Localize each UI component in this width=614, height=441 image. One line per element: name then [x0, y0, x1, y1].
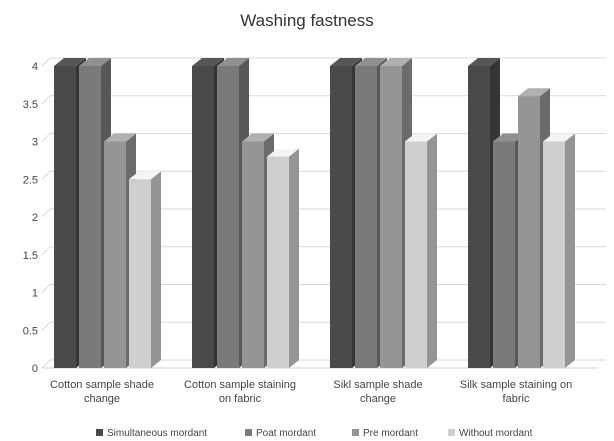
- bar-front: [54, 66, 76, 368]
- bar-front: [267, 156, 289, 368]
- x-category-label-line: on fabric: [219, 393, 262, 405]
- legend-swatch: [245, 429, 252, 436]
- y-tick-label: 3.5: [23, 99, 38, 111]
- legend-item: Without mordant: [448, 428, 533, 439]
- bar-top: [355, 58, 387, 66]
- bar-front: [493, 141, 515, 368]
- bar-front: [468, 66, 490, 368]
- bar-top: [330, 58, 362, 66]
- bar-side: [565, 133, 575, 368]
- bar-top: [242, 133, 274, 142]
- legend-item: Poat mordant: [245, 428, 316, 439]
- bar-side: [427, 133, 437, 368]
- chart-title: Washing fastness: [240, 11, 374, 30]
- bar-front: [242, 141, 264, 368]
- y-tick-label: 3: [32, 137, 38, 149]
- bar-front: [330, 66, 352, 368]
- y-tick-label: 1: [32, 288, 38, 300]
- bar: [129, 171, 161, 368]
- bar-group: [54, 58, 575, 368]
- bar-front: [355, 66, 377, 368]
- y-tick-label: 1.5: [23, 250, 38, 262]
- bar-top: [104, 133, 136, 142]
- x-category-label-line: change: [84, 393, 120, 405]
- y-tick-label: 2.5: [23, 174, 38, 186]
- gridline-depth: [41, 246, 51, 256]
- y-tick-label: 0.5: [23, 325, 38, 337]
- bar: [267, 148, 299, 368]
- legend-item: Pre mordant: [352, 428, 418, 439]
- bar-side: [151, 171, 161, 368]
- bar-top: [493, 133, 525, 142]
- x-category-label-line: change: [360, 393, 396, 405]
- bar-front: [518, 96, 540, 368]
- y-tick-label: 4: [32, 61, 38, 73]
- x-category-label: Cotton sample shade change: [50, 379, 154, 405]
- bar-front: [217, 66, 239, 368]
- gridline-depth: [41, 359, 51, 369]
- x-category-label-line: Silk sample staining on: [460, 379, 573, 391]
- y-tick-label: 2: [32, 212, 38, 224]
- y-tick-label: 0: [32, 363, 38, 375]
- legend: Simultaneous mordant Poat mordant Pre mord…: [96, 428, 533, 439]
- gridline-depth: [41, 57, 51, 67]
- bar-top: [267, 148, 299, 157]
- bar-top: [192, 58, 224, 66]
- bar-front: [192, 66, 214, 368]
- bar-top: [54, 58, 86, 66]
- x-category-label: Silk sample staining on fabric: [460, 379, 573, 405]
- gridline-depth: [41, 208, 51, 218]
- bar-top: [79, 58, 111, 66]
- y-axis-ticks: 0 0.5 1 1.5 2 2.5 3 3.5 4: [23, 61, 38, 375]
- x-category-label-line: Sikl sample shade: [333, 379, 422, 391]
- bar-top: [518, 88, 550, 97]
- legend-swatch: [352, 429, 359, 436]
- bar-top: [380, 58, 412, 66]
- bar-top: [543, 133, 575, 142]
- gridline-depth: [41, 284, 51, 293]
- bar-front: [79, 66, 101, 368]
- bar-top: [217, 58, 249, 66]
- bar-top: [405, 133, 437, 142]
- legend-label: Simultaneous mordant: [107, 428, 207, 439]
- x-category-label-line: Cotton sample shade: [50, 379, 154, 391]
- gridline-depth: [41, 133, 51, 142]
- legend-swatch: [448, 429, 455, 436]
- bar-front: [405, 141, 427, 368]
- legend-label: Poat mordant: [256, 428, 316, 439]
- x-category-label: Cotton sample staining on fabric: [184, 379, 296, 405]
- x-category-label-line: Cotton sample staining: [184, 379, 296, 391]
- bar-front: [380, 66, 402, 368]
- bar-front: [104, 141, 126, 368]
- gridline-depth: [41, 95, 51, 105]
- gridline-depth: [41, 321, 51, 331]
- legend-item: Simultaneous mordant: [96, 428, 207, 439]
- bar-front: [129, 179, 151, 368]
- x-category-label: Sikl sample shade change: [333, 379, 422, 405]
- bar-front: [543, 141, 565, 368]
- bar: [543, 133, 575, 368]
- bar-side: [289, 148, 299, 368]
- bar-top: [468, 58, 500, 66]
- gridline-depth: [41, 170, 51, 180]
- bar: [405, 133, 437, 368]
- bar-top: [129, 171, 161, 180]
- legend-label: Pre mordant: [363, 428, 418, 439]
- legend-label: Without mordant: [459, 428, 533, 439]
- x-category-label-line: fabric: [503, 393, 530, 405]
- legend-swatch: [96, 429, 103, 436]
